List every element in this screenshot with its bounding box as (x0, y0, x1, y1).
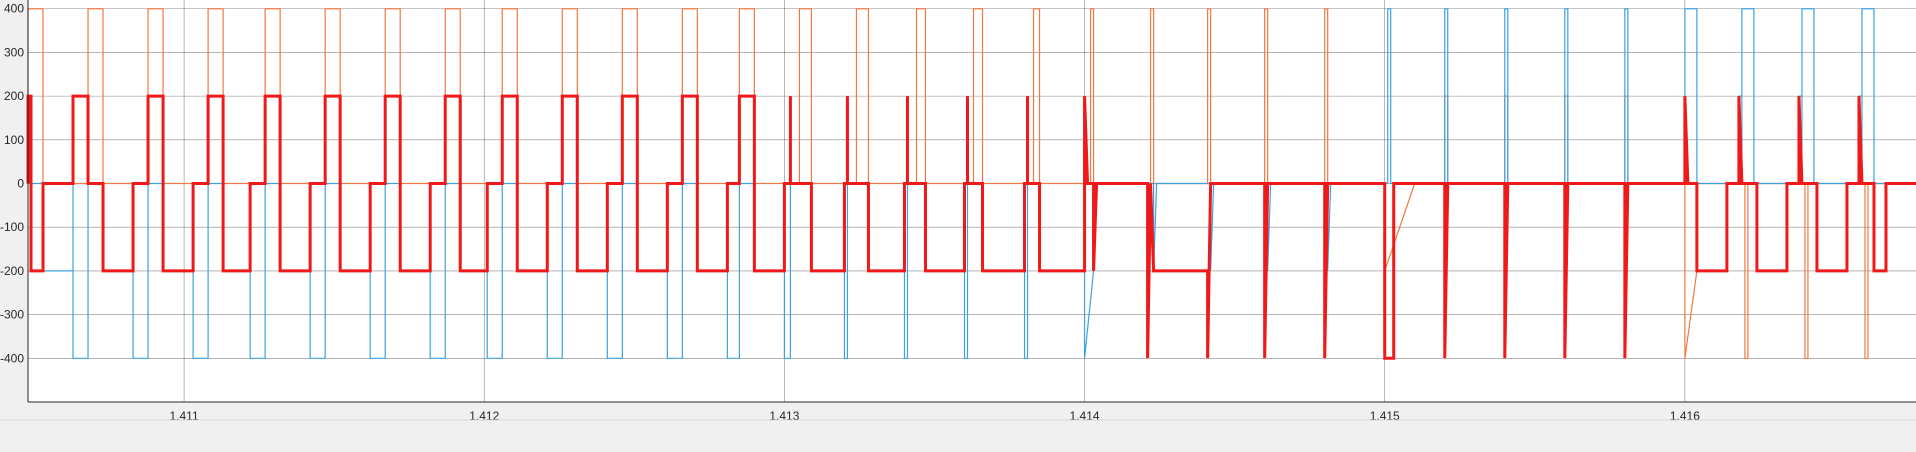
y-tick-label: 300 (4, 45, 24, 59)
x-tick-label: 1.414 (1070, 409, 1100, 423)
x-tick-label: 1.413 (769, 409, 799, 423)
x-tick-label: 1.411 (170, 409, 199, 423)
plot-lines (26, 8, 1916, 360)
series-line-3 (26, 94, 1916, 360)
y-tick-label: -200 (0, 264, 24, 278)
y-tick-label: 100 (4, 133, 24, 147)
y-tick-label: -100 (0, 220, 24, 234)
y-tick-label: -400 (0, 351, 24, 365)
x-tick-label: 1.415 (1370, 409, 1400, 423)
y-tick-label: 400 (4, 2, 24, 16)
y-tick-label: 200 (4, 89, 24, 103)
y-tick-label: 0 (17, 177, 24, 191)
axes-background (28, 0, 1916, 402)
y-tick-label: -300 (0, 308, 24, 322)
x-tick-label: 1.416 (1670, 409, 1700, 423)
x-tick-label: 1.412 (469, 409, 499, 423)
